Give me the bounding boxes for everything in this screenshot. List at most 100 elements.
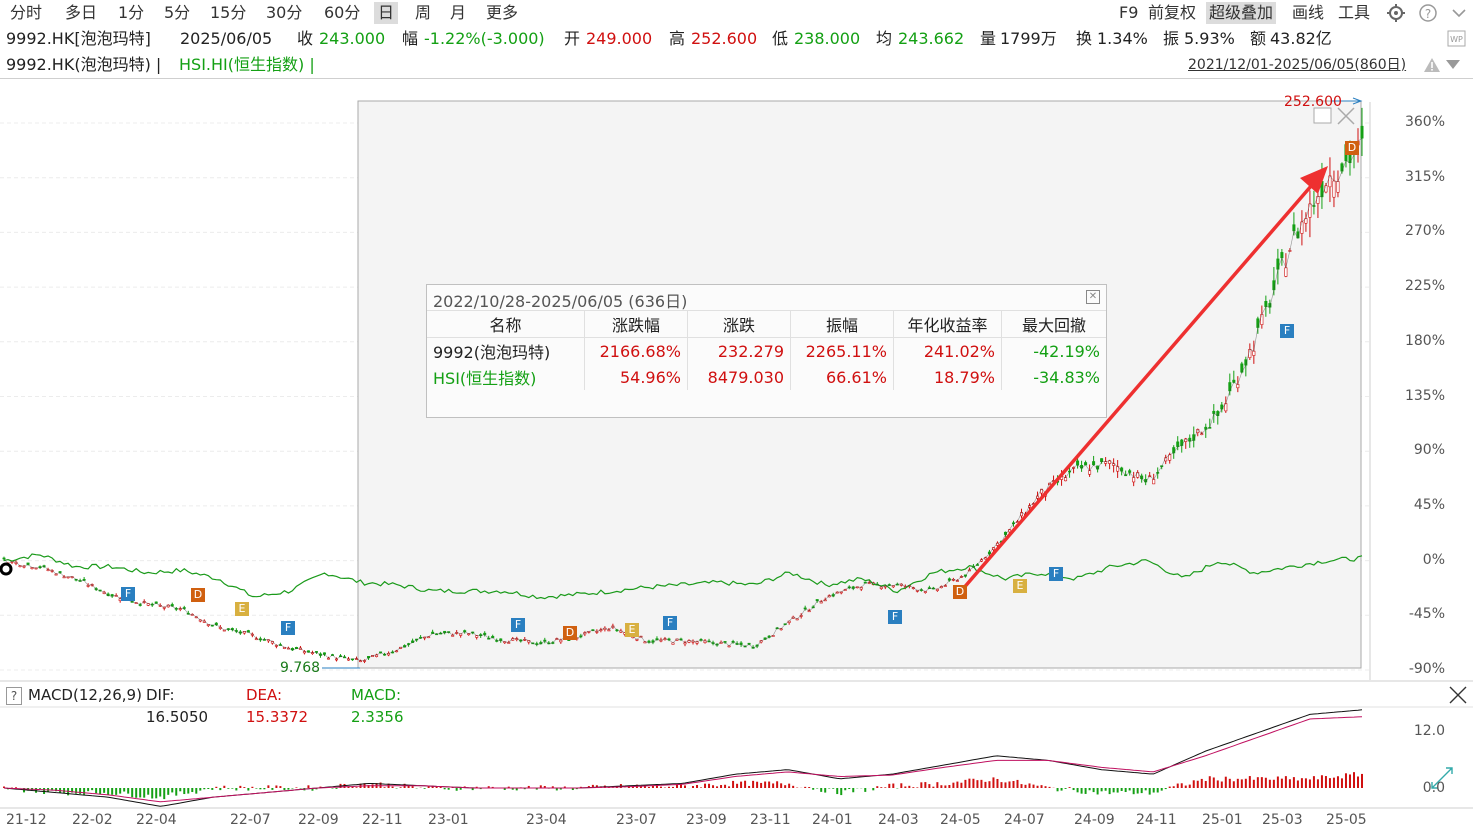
macd-help-icon[interactable]: ? [6,687,22,705]
high-price-label: 252.600 [1284,94,1342,110]
event-marker-f[interactable]: F [1280,324,1294,338]
tools-button[interactable]: 工具 [1338,3,1371,22]
event-marker-e[interactable]: E [235,602,249,616]
super-overlay-button[interactable]: 超级叠加 [1206,2,1277,24]
svg-text:?: ? [1425,7,1431,21]
event-marker-f[interactable]: F [663,616,677,630]
close-region-icon[interactable] [1337,107,1355,125]
row-chg: 232.279 [687,337,791,364]
candle-body [1324,185,1328,193]
period-tab-5min[interactable]: 5分 [164,3,191,22]
help-icon[interactable]: ? [1418,3,1438,23]
macd-dea: DEA: 15.3372 [246,686,309,726]
candle-body [1152,479,1156,485]
period-tab-60min[interactable]: 60分 [324,3,361,22]
date-range-label[interactable]: 2021/12/01-2025/06/05(860日) [1188,57,1407,73]
stats-table: 名称 涨跌幅 涨跌 振幅 年化收益率 最大回撤 9992(泡泡玛特) 2166.… [427,310,1106,390]
x-tick-label: 22-09 [298,812,339,828]
period-tab-multiday[interactable]: 多日 [65,3,98,22]
x-tick-label: 24-05 [940,812,981,828]
open-label: 开 [564,29,581,48]
close-value: 243.000 [319,29,386,48]
row-pct: 2166.68% [584,337,688,364]
period-tab-1min[interactable]: 1分 [118,3,145,22]
turnover-label: 换 [1076,29,1093,48]
overlay-index-label[interactable]: HSI.HI(恒生指数) | [179,55,315,74]
event-marker-f[interactable]: F [281,621,295,635]
col-amp: 振幅 [790,310,894,338]
col-name: 名称 [427,310,585,338]
stats-close-icon[interactable]: ✕ [1086,290,1100,304]
event-marker-e[interactable]: E [625,623,639,637]
f9-button[interactable]: F9 [1119,3,1139,22]
collapse-icon[interactable] [1448,3,1470,23]
period-tab-30min[interactable]: 30分 [266,3,303,22]
stock-line [3,137,1363,662]
event-marker-f[interactable]: F [121,587,135,601]
candle-body [1180,439,1184,446]
expand-icon[interactable] [1431,767,1453,789]
y-tick-label: -90% [1408,661,1445,677]
row-name: 9992(泡泡玛特) [433,343,551,362]
event-marker-f[interactable]: F [888,610,902,624]
close-macd-icon[interactable] [1449,686,1467,704]
col-chg: 涨跌 [687,310,791,338]
y-tick-label: 180% [1404,332,1445,349]
period-tab-week[interactable]: 周 [415,3,432,22]
period-tab-day[interactable]: 日 [374,2,399,24]
event-marker-d[interactable]: D [953,585,967,599]
event-marker-d[interactable]: D [191,588,205,602]
row-name: HSI(恒生指数) [433,369,537,388]
row-chg: 8479.030 [687,364,791,390]
amount-value: 43.82亿 [1270,29,1332,48]
period-tab-timeshare[interactable]: 分时 [10,3,43,22]
row-pct: 54.96% [584,364,688,390]
trend-arrow [960,176,1320,592]
amount-label: 额 [1250,29,1267,48]
event-marker-e[interactable]: E [1013,579,1027,593]
amplitude-value: 5.93% [1184,29,1235,48]
x-tick-label: 25-01 [1202,812,1243,828]
y-tick-label: 45% [1413,496,1445,513]
period-tab-more[interactable]: 更多 [486,3,519,22]
x-tick-label: 24-03 [878,812,919,828]
vol-label: 量 [980,29,997,48]
start-point-icon[interactable] [0,562,13,576]
maximize-icon[interactable] [1313,107,1332,124]
period-toolbar: 分时 多日 1分 5分 15分 30分 60分 日 周 月 更多 F9 前复权 … [0,0,1473,26]
event-marker-d[interactable]: D [563,626,577,640]
candle-body [1252,350,1256,356]
amplitude-label: 振 [1163,29,1180,48]
y-tick-label: 135% [1404,387,1445,404]
event-marker-f[interactable]: F [511,618,525,632]
change-label: 幅 [402,29,419,48]
candle-body [1132,477,1136,483]
candle-body [1092,461,1096,466]
open-value: 249.000 [586,29,653,48]
candle-body [1340,163,1344,172]
trend-arrowhead [1300,166,1328,194]
candle-body [1316,196,1320,204]
row-annual: 241.02% [893,337,1002,364]
candle-body [1172,447,1176,454]
avg-label: 均 [876,29,893,48]
table-row[interactable]: HSI(恒生指数) 54.96% 8479.030 66.61% 18.79% … [427,364,1106,390]
forward-adjust-button[interactable]: 前复权 [1148,3,1197,22]
wp-icon[interactable]: WP [1447,29,1467,49]
stats-title: 2022/10/28-2025/06/05 (636日) [433,292,688,311]
stats-header-row: 名称 涨跌幅 涨跌 振幅 年化收益率 最大回撤 [427,310,1106,338]
period-tab-15min[interactable]: 15分 [210,3,247,22]
event-marker-d[interactable]: D [1345,141,1359,155]
draw-line-button[interactable]: 画线 [1292,3,1325,22]
macd-label[interactable]: MACD(12,26,9) [28,686,142,704]
period-tab-month[interactable]: 月 [450,3,467,22]
gear-icon[interactable] [1386,3,1406,23]
candle-body [1360,125,1364,139]
table-row[interactable]: 9992(泡泡玛特) 2166.68% 232.279 2265.11% 241… [427,337,1106,364]
row-drawdown: -42.19% [1001,337,1106,364]
event-marker-f[interactable]: F [1049,567,1063,581]
x-tick-label: 23-11 [750,812,791,828]
dropdown-arrow-icon[interactable] [1445,59,1461,71]
candle-body [1236,384,1240,389]
